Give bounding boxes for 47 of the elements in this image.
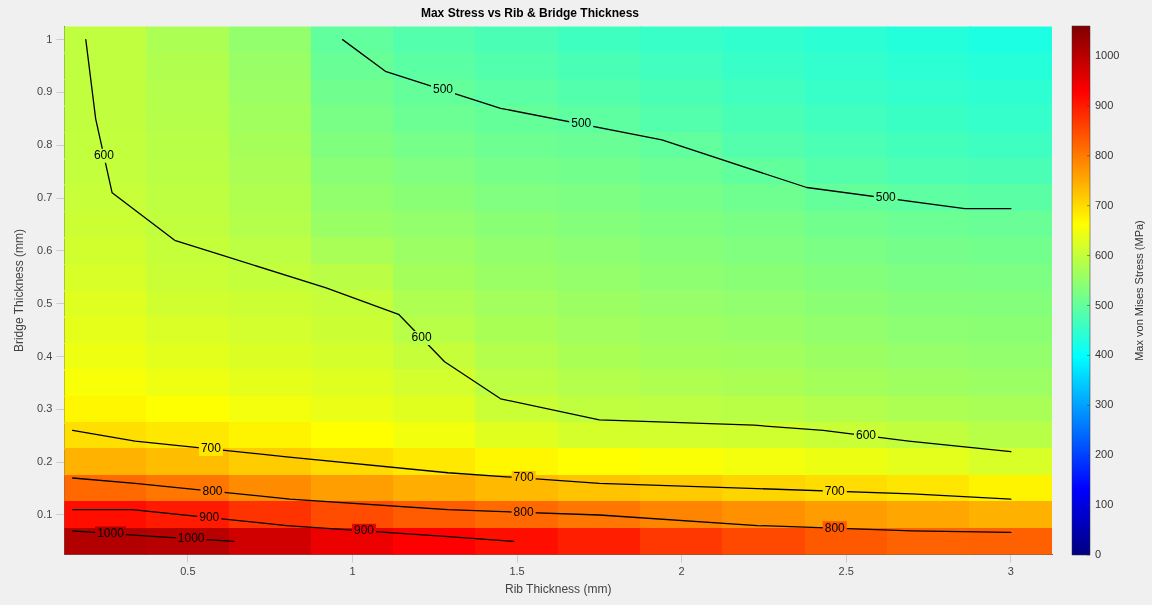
text: 900 <box>199 509 220 524</box>
color-bar-label: 900 <box>1095 98 1114 111</box>
x-tick-label: 3 <box>1007 565 1014 578</box>
text: 600 <box>855 428 877 443</box>
y-axis-title: Bridge Thickness (mm) <box>11 228 26 353</box>
series-label: 600 <box>93 148 115 163</box>
color-bar-label: 700 <box>1095 198 1114 211</box>
color-bar-label: 300 <box>1095 398 1114 411</box>
series-label: 1000 <box>177 531 205 546</box>
text: 800 <box>824 520 845 535</box>
series-label: 800 <box>513 504 534 519</box>
x-tick-label: 0.5 <box>180 565 196 578</box>
y-tick-label: 0.1 <box>37 508 53 521</box>
y-tick-label: 0.9 <box>37 85 53 98</box>
y-tick-label: 0.4 <box>37 349 53 362</box>
x-tick-label: 1 <box>349 565 356 578</box>
color-bar-label: 500 <box>1095 298 1114 311</box>
color-bar-title: Max von Mises Stress (MPa) <box>1133 220 1146 361</box>
color-bar-label: 100 <box>1095 498 1114 511</box>
x-tick-label: 1.5 <box>509 565 525 578</box>
text: 500 <box>432 82 453 97</box>
series-label: 500 <box>875 190 897 205</box>
series-label: 900 <box>353 523 375 538</box>
color-bar-label: 200 <box>1095 448 1114 461</box>
x-axis-title: Rib Thickness (mm) <box>504 582 612 597</box>
text: 700 <box>200 441 221 456</box>
color-bar-label: 400 <box>1095 348 1114 361</box>
text: 700 <box>824 483 845 498</box>
y-tick-label: 0.8 <box>37 138 53 151</box>
y-tick-label: 0.5 <box>37 296 53 309</box>
text: 600 <box>411 330 432 345</box>
x-tick-label: 2.5 <box>838 565 854 578</box>
y-tick-label: 1 <box>46 32 53 45</box>
chart-title: Max Stress vs Rib & Bridge Thickness <box>420 5 640 20</box>
text: 800 <box>202 483 223 498</box>
color-bar-label: 800 <box>1095 148 1114 161</box>
y-tick-label: 0.7 <box>37 191 53 204</box>
text: 1000 <box>97 525 124 540</box>
x-tick-label: 2 <box>678 565 685 578</box>
color-bar-label: 1000 <box>1095 48 1120 61</box>
color-bar-label: 600 <box>1095 248 1114 261</box>
y-tick-label: 0.3 <box>37 402 53 415</box>
y-tick-label: 0.2 <box>37 455 53 468</box>
text: 500 <box>571 116 592 131</box>
series-label: 700 <box>513 470 534 485</box>
color-bar-label: 0 <box>1095 548 1102 561</box>
y-tick-label: 0.6 <box>37 243 53 256</box>
